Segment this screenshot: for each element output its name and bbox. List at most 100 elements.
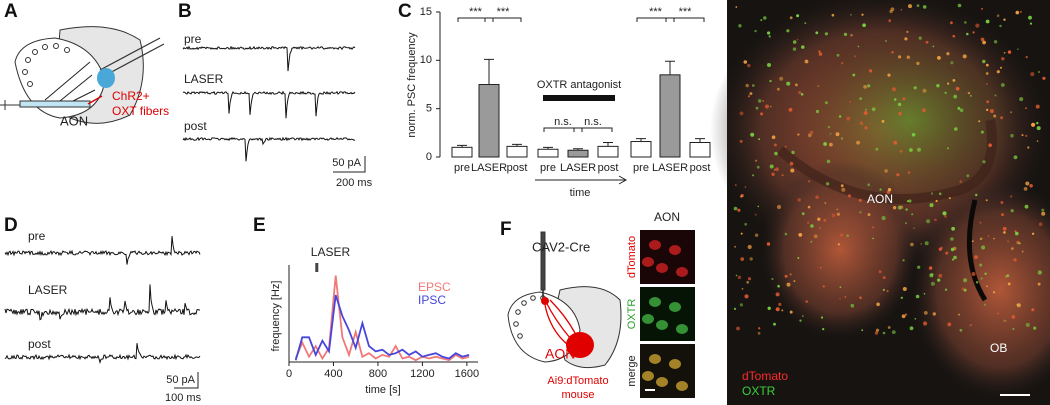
cell — [1003, 51, 1006, 54]
cell — [774, 151, 778, 156]
cell — [1010, 111, 1013, 114]
cell — [920, 243, 923, 245]
y-axis-label: frequency [Hz] — [270, 281, 282, 352]
row-label: OXTR — [626, 299, 638, 330]
significance-bracket — [573, 127, 613, 132]
scale-label: 50 pA — [166, 374, 195, 386]
cell — [1010, 195, 1013, 198]
cell — [733, 307, 737, 310]
time-arrow — [535, 175, 628, 185]
cell — [951, 258, 955, 261]
cell — [852, 73, 856, 77]
cell — [869, 69, 873, 73]
scale-label: 50 pA — [332, 157, 361, 169]
x-tick-label: LASER — [652, 162, 688, 174]
cell — [955, 86, 960, 91]
series-line — [294, 294, 470, 361]
cell — [766, 242, 771, 246]
cell — [1021, 250, 1024, 253]
cell — [676, 381, 688, 391]
error-bar — [573, 148, 583, 151]
cell — [953, 94, 958, 99]
image-legend: OXTR — [742, 384, 776, 398]
cell — [984, 272, 987, 275]
cell — [922, 5, 927, 9]
cell — [986, 285, 988, 288]
cell — [734, 184, 737, 187]
cell — [985, 199, 988, 202]
cell — [1001, 57, 1005, 61]
cell — [989, 109, 994, 114]
cell — [822, 285, 825, 288]
schematic-f — [507, 231, 622, 369]
cell — [888, 19, 892, 23]
micrograph-tiles — [640, 230, 695, 398]
cell — [962, 54, 967, 59]
y-tick-label: 5 — [426, 103, 432, 115]
y-tick-label: 0 — [426, 151, 432, 163]
cell — [786, 81, 791, 86]
cell — [849, 100, 851, 103]
cell — [969, 94, 973, 97]
x-tick-label: pre — [454, 162, 470, 174]
cell — [755, 159, 758, 162]
cell — [1016, 303, 1021, 308]
cell — [997, 312, 1000, 315]
cell — [914, 318, 917, 320]
cell — [871, 107, 876, 112]
cell — [847, 194, 851, 198]
cell — [910, 242, 914, 247]
cell — [804, 59, 809, 64]
cell — [642, 371, 654, 381]
cell — [865, 108, 867, 111]
cell — [754, 233, 759, 237]
x-tick-label: pre — [633, 162, 649, 174]
bar — [567, 149, 589, 158]
cell — [926, 219, 931, 224]
cell — [826, 159, 831, 164]
trace-label: LASER — [184, 72, 224, 86]
cell — [986, 83, 988, 85]
cell — [1036, 126, 1041, 131]
cell — [649, 354, 661, 364]
cell — [789, 273, 792, 276]
cell — [922, 108, 926, 113]
cell — [925, 40, 929, 44]
cell — [1037, 270, 1042, 275]
cell — [931, 192, 934, 195]
cell — [861, 13, 864, 16]
cell — [938, 273, 943, 278]
cell — [656, 263, 668, 273]
cell — [1025, 181, 1030, 186]
x-axis-label: time [s] — [365, 384, 400, 396]
cell — [840, 233, 843, 237]
cell — [867, 213, 871, 217]
cell — [985, 63, 989, 67]
panel-letter: B — [178, 1, 192, 22]
cell — [804, 22, 807, 24]
cell — [1024, 204, 1029, 209]
cell — [902, 259, 905, 262]
cell — [1017, 48, 1019, 50]
error-bar — [665, 60, 675, 75]
cell — [861, 329, 864, 332]
cell — [815, 31, 819, 35]
cell — [746, 281, 749, 284]
scale-bar — [174, 372, 199, 389]
cell — [863, 85, 867, 89]
trace-label: post — [184, 119, 207, 133]
significance-bracket — [543, 127, 583, 132]
cell — [676, 267, 688, 277]
label: Ai9:dTomato — [547, 375, 608, 387]
cell — [909, 326, 914, 331]
cell — [1013, 155, 1018, 160]
cell — [669, 359, 681, 369]
cell — [757, 99, 762, 103]
cell — [747, 63, 751, 68]
cell — [982, 160, 986, 164]
cell — [992, 291, 996, 294]
schematic-a — [0, 26, 165, 124]
cell — [872, 237, 874, 240]
cell — [798, 233, 803, 237]
cell — [875, 147, 879, 151]
